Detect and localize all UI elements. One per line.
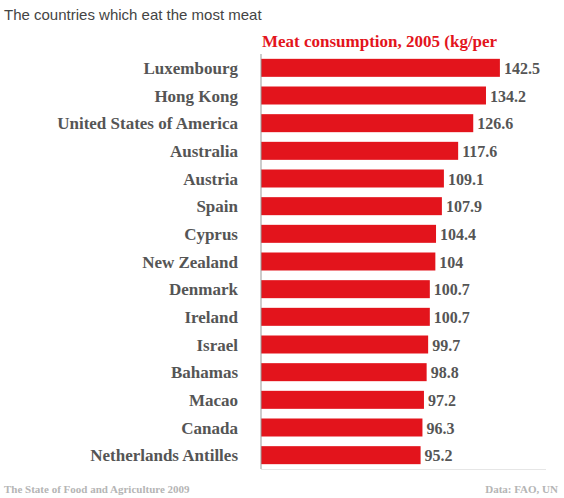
data-label: 98.8 bbox=[431, 364, 459, 381]
data-label: 104 bbox=[439, 254, 463, 271]
bar bbox=[261, 197, 442, 215]
data-label: 95.2 bbox=[425, 447, 453, 464]
bar bbox=[261, 142, 458, 160]
bar bbox=[261, 308, 430, 326]
x-range-line bbox=[261, 469, 546, 470]
chart-container: The countries which eat the most meatMea… bbox=[0, 0, 564, 498]
data-label: 126.6 bbox=[477, 115, 513, 132]
data-label: 97.2 bbox=[428, 392, 456, 409]
data-label: 142.5 bbox=[504, 60, 540, 77]
subtitle: Meat consumption, 2005 (kg/per bbox=[262, 32, 498, 51]
data-label: 96.3 bbox=[426, 420, 454, 437]
category-label: Spain bbox=[196, 197, 238, 216]
bar bbox=[261, 336, 428, 354]
category-label: Denmark bbox=[169, 280, 238, 299]
bar bbox=[261, 446, 421, 464]
bar bbox=[261, 391, 424, 409]
data-label: 100.7 bbox=[434, 281, 470, 298]
data-label: 107.9 bbox=[446, 198, 482, 215]
axis-line bbox=[261, 54, 262, 469]
category-label: Macao bbox=[189, 391, 238, 410]
bar bbox=[261, 170, 444, 188]
category-label: Bahamas bbox=[171, 363, 238, 382]
category-label: Ireland bbox=[184, 308, 238, 327]
data-label: 100.7 bbox=[434, 309, 470, 326]
bar bbox=[261, 363, 427, 381]
data-label: 104.4 bbox=[440, 226, 476, 243]
data-label: 99.7 bbox=[432, 337, 460, 354]
category-label: United States of America bbox=[57, 114, 238, 133]
category-label: New Zealand bbox=[142, 253, 238, 272]
category-label: Israel bbox=[196, 336, 238, 355]
data-credit: Data: FAO, UN bbox=[485, 483, 558, 495]
bar bbox=[261, 59, 500, 77]
bar bbox=[261, 280, 430, 298]
category-label: Cyprus bbox=[184, 225, 238, 244]
data-label: 109.1 bbox=[448, 171, 484, 188]
category-label: Austria bbox=[183, 170, 238, 189]
bar bbox=[261, 87, 486, 105]
category-label: Hong Kong bbox=[154, 87, 238, 106]
category-label: Netherlands Antilles bbox=[90, 446, 238, 465]
bars bbox=[261, 59, 500, 464]
bar bbox=[261, 253, 435, 271]
data-label: 134.2 bbox=[490, 88, 526, 105]
category-label: Australia bbox=[170, 142, 239, 161]
category-label: Canada bbox=[181, 419, 238, 438]
bar bbox=[261, 419, 422, 437]
source-note: The State of Food and Agriculture 2009 bbox=[4, 483, 190, 495]
chart-svg: The countries which eat the most meatMea… bbox=[0, 0, 564, 498]
title: The countries which eat the most meat bbox=[4, 6, 262, 23]
data-label: 117.6 bbox=[462, 143, 497, 160]
category-label: Luxembourg bbox=[144, 59, 239, 78]
bar bbox=[261, 225, 436, 243]
labels: Luxembourg 142.5 Hong Kong 134.2 United Stat… bbox=[57, 59, 540, 465]
bar bbox=[261, 114, 473, 132]
